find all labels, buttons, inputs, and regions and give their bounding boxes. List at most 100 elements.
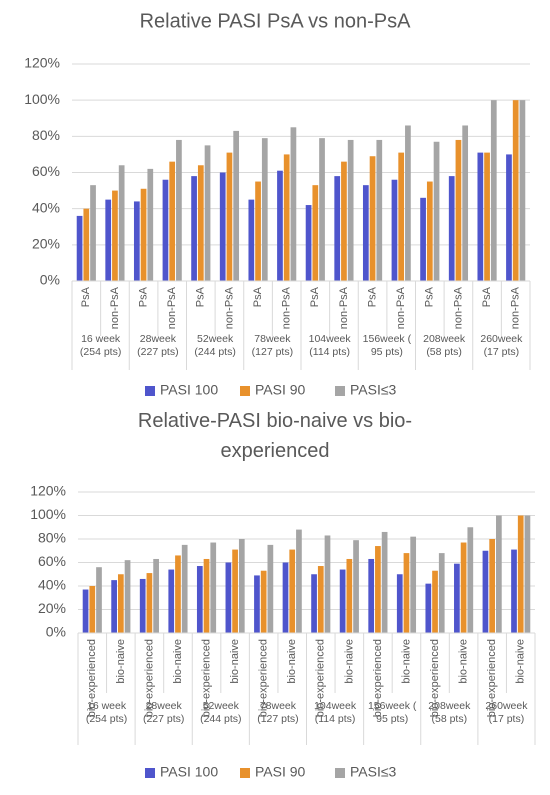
bar	[82, 589, 89, 633]
x-tick-label: non-PsA	[338, 286, 350, 329]
bar	[105, 199, 112, 281]
bar	[169, 161, 176, 281]
x-tick-label: PsA	[252, 286, 264, 307]
x-tick-label: PsA	[309, 286, 321, 307]
bar	[460, 542, 467, 633]
chart-title-box: Relative-PASI bio-naive vs bio-experienc…	[137, 410, 413, 462]
bar	[248, 199, 255, 281]
bar	[490, 100, 497, 282]
y-tick-label: 20%	[32, 236, 60, 252]
group-label-box: 78week (127 pts)	[257, 700, 298, 725]
x-tick-label: bio-experienced	[372, 639, 384, 717]
x-tick-label: bio-naive	[172, 639, 184, 684]
bar	[376, 139, 383, 281]
bar	[233, 130, 240, 281]
group-label-box: 208week (58 pts)	[423, 333, 465, 358]
bar	[506, 154, 512, 281]
bar	[96, 567, 102, 633]
bar	[420, 197, 426, 281]
bar	[204, 145, 211, 281]
group-label-box: 208week (58 pts)	[428, 700, 470, 725]
group-label: 16 week (254 pts)	[85, 700, 128, 725]
bar	[191, 176, 197, 281]
x-tick-label: bio-experienced	[200, 639, 212, 717]
legend-swatch	[240, 768, 250, 778]
chart-title: Relative-PASI bio-naive vs bio-experienc…	[137, 410, 413, 462]
bar	[519, 100, 526, 282]
x-tick-label: non-PsA	[109, 286, 121, 329]
group-label-box: 16 week (254 pts)	[85, 700, 128, 725]
x-tick-label: PsA	[366, 286, 378, 307]
bar	[311, 574, 317, 633]
bar	[391, 179, 398, 281]
legend-label: PASI≤3	[350, 764, 397, 780]
bar	[433, 141, 440, 281]
bar	[83, 208, 90, 281]
group-label: 260week (17 pts)	[485, 700, 528, 725]
bar	[496, 515, 502, 633]
bar	[403, 553, 410, 633]
y-tick-label: 40%	[32, 199, 60, 215]
x-tick-label: PsA	[424, 286, 436, 307]
bar	[197, 165, 204, 281]
bar	[267, 544, 274, 633]
group-label-box: 28week (227 pts)	[143, 700, 184, 725]
bar	[462, 125, 469, 281]
bar	[369, 156, 376, 281]
bar	[238, 539, 245, 633]
bar	[317, 566, 324, 633]
bar	[162, 179, 169, 281]
bar	[334, 176, 341, 281]
bar	[290, 127, 297, 282]
bar	[112, 190, 118, 281]
group-label-box: 156week ( 95 pts)	[368, 700, 416, 725]
bar	[489, 539, 496, 633]
bar	[455, 139, 462, 281]
x-tick-label: PsA	[481, 286, 493, 307]
group-label: 52week (244 pts)	[194, 333, 236, 358]
bar	[283, 154, 290, 281]
x-tick-label: bio-naive	[286, 639, 298, 684]
x-tick-label: non-PsA	[395, 286, 407, 329]
bar	[117, 574, 124, 633]
group-label-box: 104week (114 pts)	[309, 333, 351, 358]
x-tick-label: non-PsA	[510, 286, 522, 329]
bar	[511, 549, 517, 633]
legend-label: PASI 100	[160, 764, 218, 780]
x-tick-label: bio-naive	[458, 639, 470, 684]
bar	[517, 515, 524, 633]
y-tick-label: 100%	[30, 506, 66, 522]
bar	[232, 549, 238, 633]
legend-label: PASI 100	[160, 382, 218, 398]
bar	[255, 181, 261, 281]
group-label-box: 52week (244 pts)	[194, 333, 236, 358]
x-tick-label: bio-experienced	[258, 639, 270, 717]
bar	[438, 553, 445, 633]
bar	[312, 185, 319, 281]
legend-label: PASI≤3	[350, 382, 397, 398]
bar	[168, 569, 175, 633]
x-tick-label: bio-naive	[515, 639, 527, 684]
group-label-box: 260week (17 pts)	[485, 700, 528, 725]
bar	[76, 215, 83, 281]
bar	[381, 531, 388, 633]
bar	[261, 138, 268, 281]
bar	[398, 152, 405, 281]
bar	[346, 558, 353, 633]
x-tick-label: bio-naive	[229, 639, 241, 684]
bar	[484, 152, 490, 281]
legend-swatch	[145, 768, 155, 778]
bar	[153, 558, 159, 633]
x-tick-label: non-PsA	[281, 286, 293, 329]
bar	[454, 563, 460, 633]
bar	[425, 583, 432, 633]
legend-swatch	[145, 386, 155, 396]
bar	[181, 544, 188, 633]
group-label-box: 28week (227 pts)	[137, 333, 178, 358]
bar	[362, 185, 369, 281]
bar	[482, 550, 489, 633]
y-tick-label: 120%	[24, 55, 60, 71]
x-tick-label: bio-naive	[115, 639, 127, 684]
group-label-box: 52week (244 pts)	[200, 700, 241, 725]
